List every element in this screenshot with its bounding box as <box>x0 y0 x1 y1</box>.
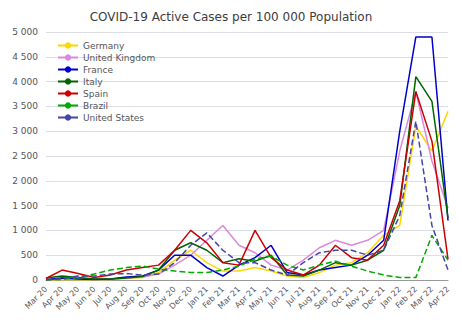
svg-text:Dec 20: Dec 20 <box>167 284 194 312</box>
svg-text:Jun 21: Jun 21 <box>266 284 291 309</box>
svg-text:Aug 20: Aug 20 <box>103 284 130 312</box>
svg-text:1 000: 1 000 <box>12 225 38 235</box>
svg-text:Feb 21: Feb 21 <box>200 284 227 311</box>
svg-text:Spain: Spain <box>83 89 108 99</box>
svg-text:Mar 20: Mar 20 <box>23 284 50 311</box>
svg-text:3 000: 3 000 <box>12 126 38 136</box>
svg-text:Oct 20: Oct 20 <box>136 284 162 310</box>
svg-text:Sep 21: Sep 21 <box>312 284 339 311</box>
svg-text:Jan 22: Jan 22 <box>378 284 403 309</box>
svg-text:Aug 21: Aug 21 <box>296 284 323 312</box>
svg-text:Feb 22: Feb 22 <box>393 284 419 311</box>
svg-text:Nov 21: Nov 21 <box>344 284 371 312</box>
svg-text:Sep 20: Sep 20 <box>119 284 146 311</box>
svg-text:Germany: Germany <box>83 41 125 51</box>
svg-text:United Kingdom: United Kingdom <box>83 53 155 63</box>
svg-text:May 20: May 20 <box>54 284 82 312</box>
svg-text:4 500: 4 500 <box>12 52 38 62</box>
svg-text:Italy: Italy <box>83 77 103 87</box>
svg-text:3 500: 3 500 <box>12 101 38 111</box>
svg-text:2 500: 2 500 <box>12 151 38 161</box>
svg-text:Oct 21: Oct 21 <box>329 284 355 310</box>
svg-text:May 21: May 21 <box>247 284 275 312</box>
svg-text:Brazil: Brazil <box>83 101 108 111</box>
svg-text:France: France <box>83 65 113 75</box>
svg-text:0: 0 <box>32 275 38 285</box>
svg-text:Jul 21: Jul 21 <box>284 284 307 307</box>
svg-text:Apr 20: Apr 20 <box>40 284 66 310</box>
svg-text:2 000: 2 000 <box>12 176 38 186</box>
svg-text:Dec 21: Dec 21 <box>360 284 387 312</box>
svg-text:Jan 21: Jan 21 <box>185 284 210 309</box>
svg-text:Apr 22: Apr 22 <box>426 285 451 310</box>
svg-text:Mar 21: Mar 21 <box>216 284 243 311</box>
svg-text:Nov 20: Nov 20 <box>151 284 178 312</box>
svg-text:500: 500 <box>21 250 38 260</box>
svg-text:United States: United States <box>83 113 144 123</box>
svg-text:4 000: 4 000 <box>12 77 38 87</box>
svg-text:Jul 20: Jul 20 <box>91 284 114 307</box>
svg-text:Apr 21: Apr 21 <box>233 284 259 310</box>
svg-text:Mar 22: Mar 22 <box>409 284 436 311</box>
svg-text:5 000: 5 000 <box>12 27 38 37</box>
svg-text:1 500: 1 500 <box>12 201 38 211</box>
svg-text:Jun 20: Jun 20 <box>73 284 98 309</box>
svg-text:COVID-19 Active Cases per 100: COVID-19 Active Cases per 100 000 Popula… <box>90 10 373 24</box>
